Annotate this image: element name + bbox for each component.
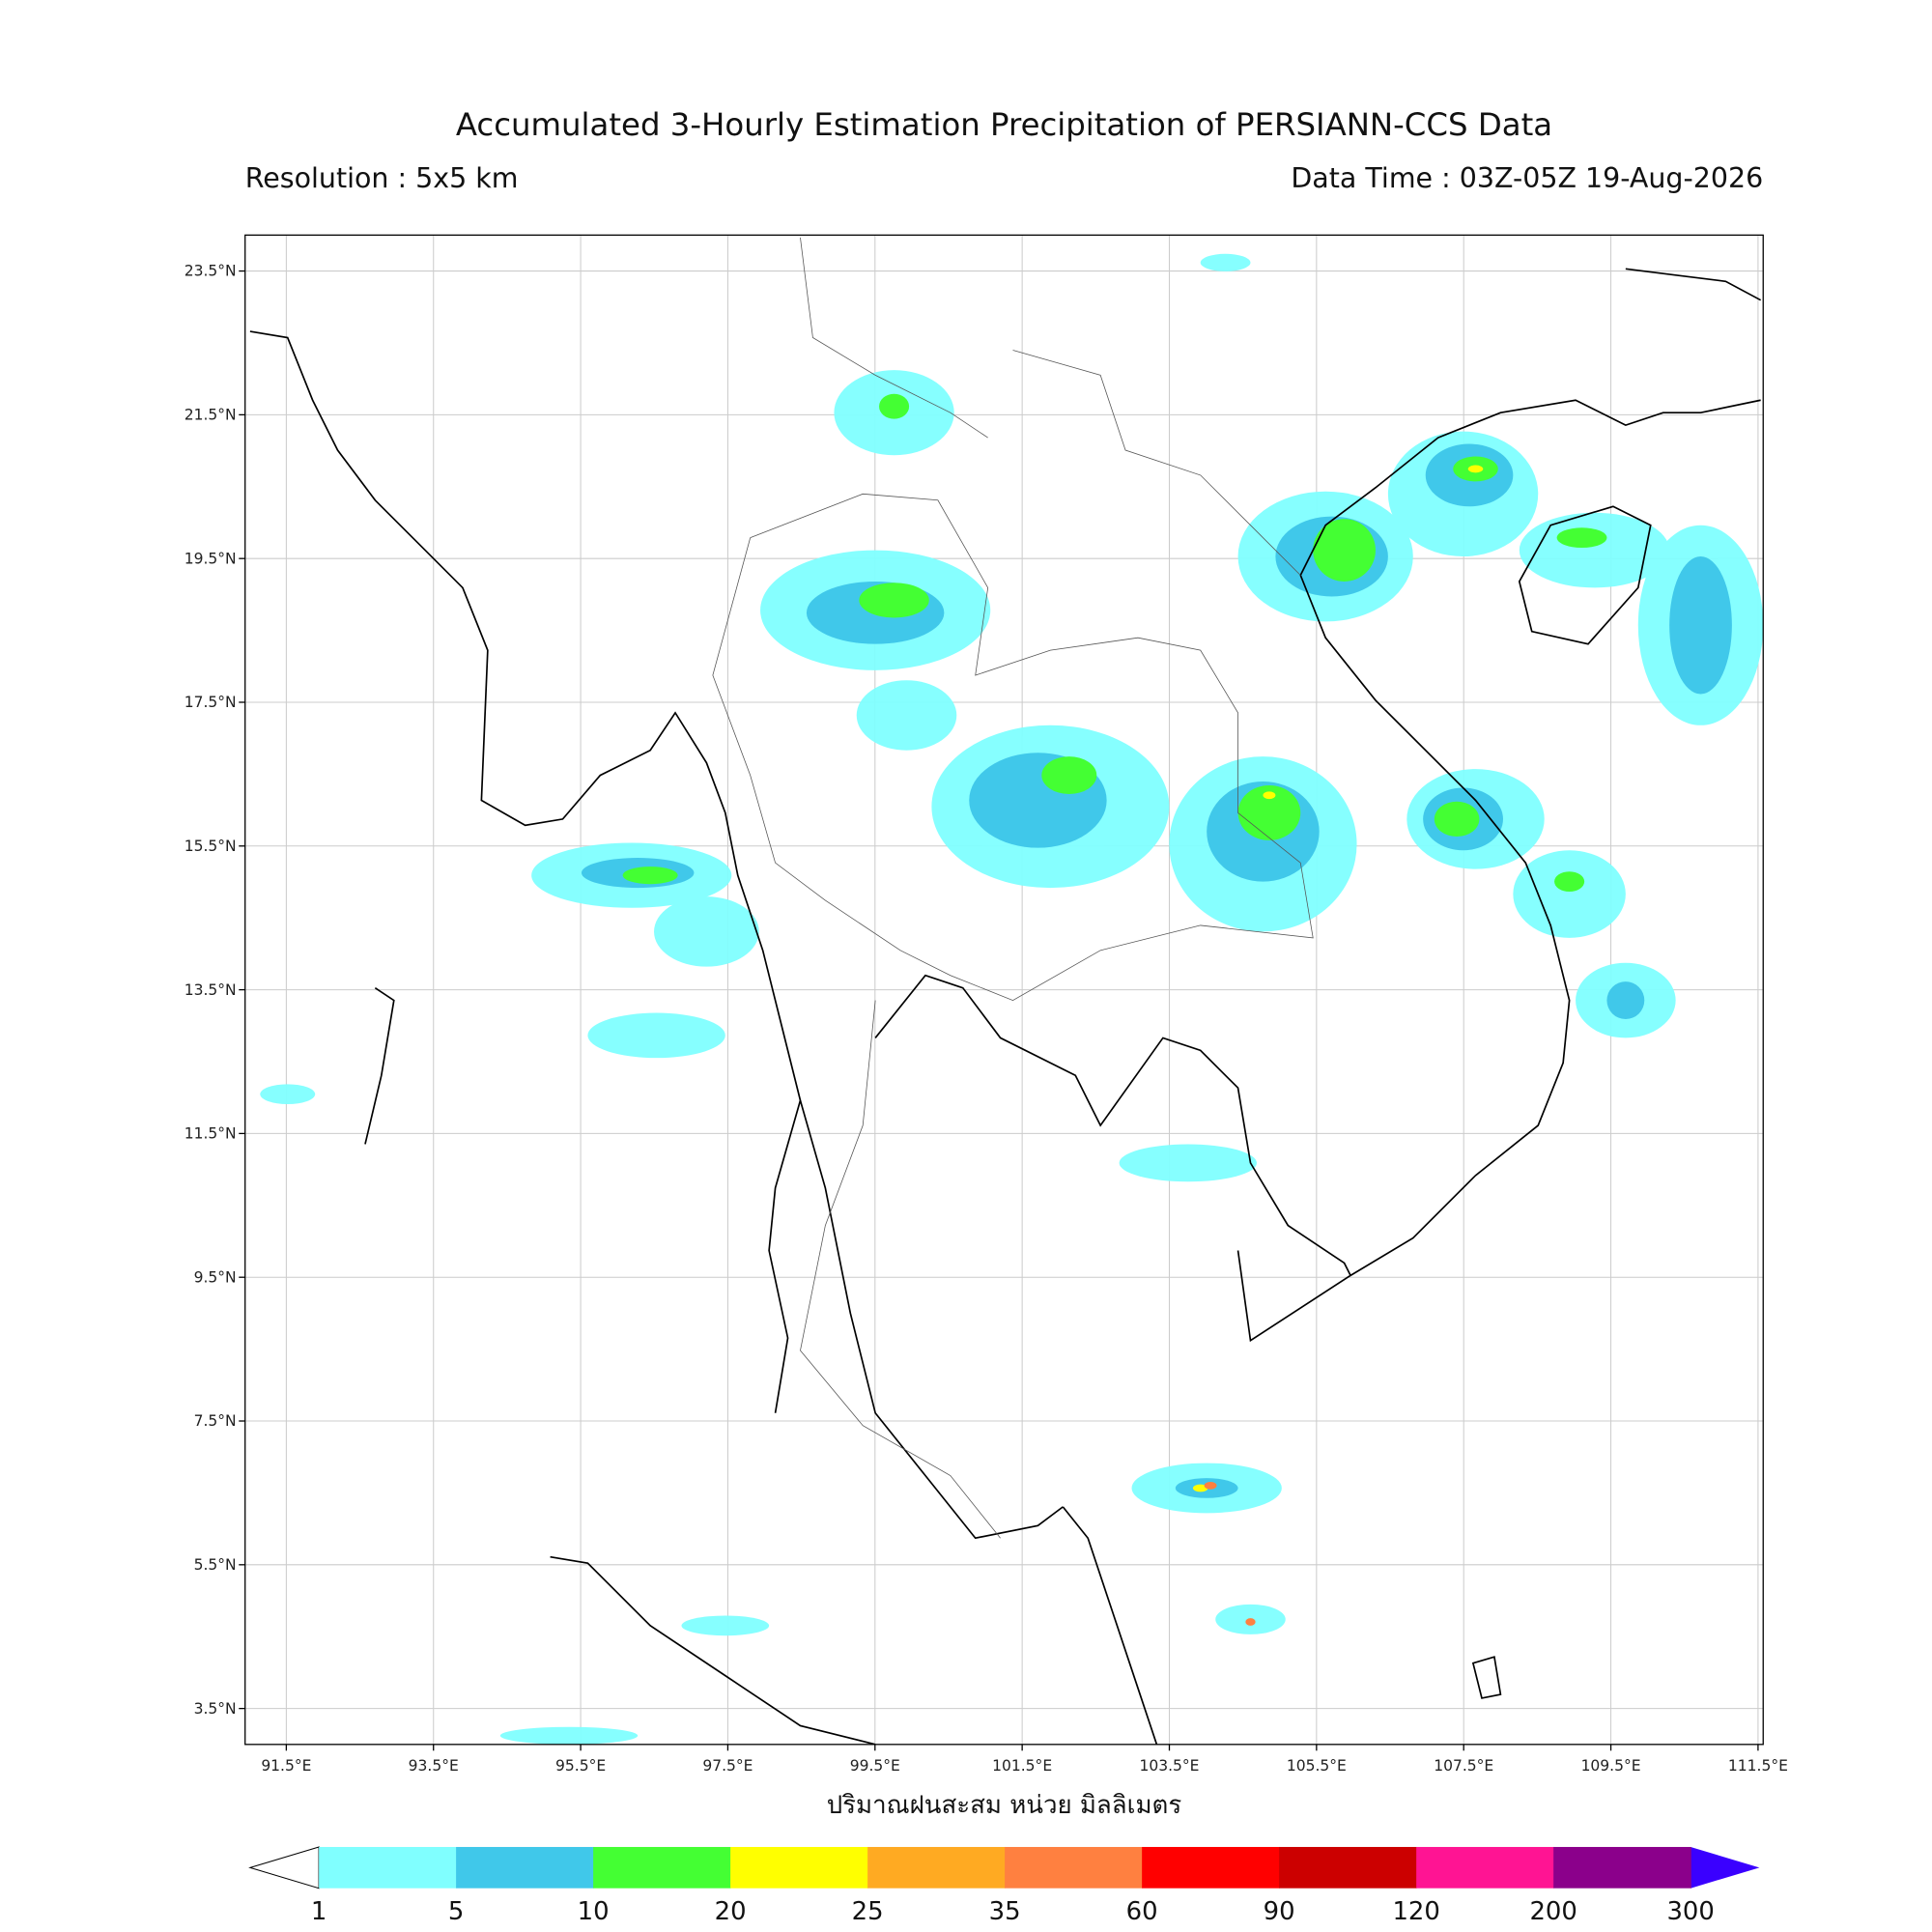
x-tick-label: 97.5°E: [702, 1757, 753, 1775]
x-tick-label: 95.5°E: [555, 1757, 606, 1775]
colorbar-swatch: [1279, 1846, 1417, 1889]
colorbar-label: 5: [448, 1897, 464, 1926]
x-tick-label: 109.5°E: [1581, 1757, 1641, 1775]
x-tick-label: 107.5°E: [1434, 1757, 1493, 1775]
colorbar-swatch: [456, 1846, 594, 1889]
colorbar-under: [248, 1846, 320, 1889]
y-tick-label: 17.5°N: [185, 694, 237, 711]
y-tick-label: 21.5°N: [185, 407, 237, 424]
y-tick-label: 7.5°N: [194, 1412, 237, 1430]
y-tick-label: 15.5°N: [185, 838, 237, 855]
subtitle-left: Resolution : 5x5 km: [245, 162, 519, 194]
y-tick-label: 13.5°N: [185, 981, 237, 999]
precip-layer: [260, 253, 1764, 1745]
x-tick-label: 99.5°E: [850, 1757, 900, 1775]
colorbar-label: 35: [989, 1897, 1021, 1926]
y-tick-label: 9.5°N: [194, 1268, 237, 1286]
colorbar-swatch: [730, 1846, 868, 1889]
x-axis-label: ปริมาณฝนสะสม หน่วย มิลลิเมตร: [827, 1791, 1182, 1820]
grid: [244, 235, 1764, 1745]
colorbar-over: [1690, 1846, 1760, 1889]
colorbar-swatch: [867, 1846, 1006, 1889]
y-tick-label: 11.5°N: [185, 1125, 237, 1143]
colorbar-swatch: [1553, 1846, 1691, 1889]
ticks: 91.5°E 93.5°E 95.5°E 97.5°E 99.5°E 101.5°E 103…: [185, 263, 1788, 1775]
colorbar-label: 200: [1529, 1897, 1577, 1926]
colorbar-swatch: [319, 1846, 457, 1889]
colorbar-swatch: [1416, 1846, 1554, 1889]
y-tick-label: 23.5°N: [185, 263, 237, 280]
x-tick-label: 103.5°E: [1140, 1757, 1200, 1775]
admin-borders: [712, 237, 1314, 1539]
colorbar: 1 5 10 20 25 35 60 90 120 200 300: [248, 1846, 1760, 1926]
x-tick-label: 91.5°E: [261, 1757, 311, 1775]
y-tick-label: 3.5°N: [194, 1700, 237, 1718]
x-tick-label: 105.5°E: [1287, 1757, 1347, 1775]
colorbar-label: 20: [715, 1897, 747, 1926]
colorbar-label: 25: [852, 1897, 884, 1926]
y-tick-label: 5.5°N: [194, 1556, 237, 1574]
colorbar-label: 90: [1264, 1897, 1295, 1926]
x-tick-label: 111.5°E: [1728, 1757, 1788, 1775]
colorbar-swatch: [1005, 1846, 1143, 1889]
colorbar-label: 120: [1392, 1897, 1439, 1926]
colorbar-swatch: [1142, 1846, 1280, 1889]
title: Accumulated 3-Hourly Estimation Precipit…: [456, 106, 1552, 143]
coastlines: [249, 268, 1762, 1745]
x-tick-label: 93.5°E: [409, 1757, 459, 1775]
y-tick-label: 19.5°N: [185, 550, 237, 567]
colorbar-label: 10: [578, 1897, 610, 1926]
subtitle-right: Data Time : 03Z-05Z 19-Aug-2026: [1291, 162, 1763, 194]
colorbar-label: 1: [311, 1897, 327, 1926]
colorbar-swatch: [593, 1846, 731, 1889]
colorbar-label: 300: [1666, 1897, 1714, 1926]
colorbar-label: 60: [1126, 1897, 1158, 1926]
x-tick-label: 101.5°E: [992, 1757, 1052, 1775]
